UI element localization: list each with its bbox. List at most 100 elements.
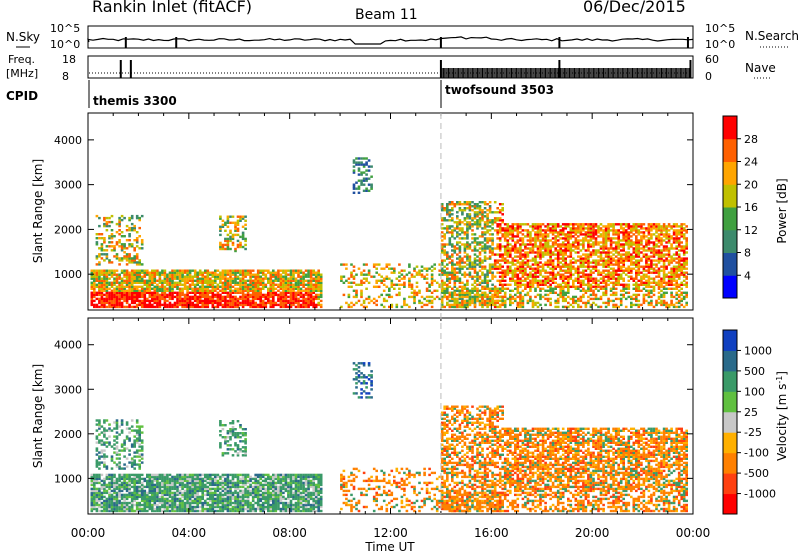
heatmap-cell bbox=[138, 286, 141, 288]
heatmap-cell bbox=[227, 270, 230, 272]
heatmap-cell bbox=[360, 171, 363, 173]
heatmap-cell bbox=[403, 282, 406, 284]
heatmap-cell bbox=[459, 280, 462, 282]
heatmap-cell bbox=[449, 237, 452, 239]
cpid-label: CPID bbox=[6, 89, 38, 103]
heatmap-cell bbox=[345, 280, 348, 282]
heatmap-cell bbox=[595, 249, 598, 251]
heatmap-cell bbox=[413, 268, 416, 270]
heatmap-cell bbox=[479, 266, 482, 268]
heatmap-cell bbox=[436, 282, 439, 284]
heatmap-cell bbox=[617, 229, 620, 231]
heatmap-cell bbox=[464, 261, 467, 263]
heatmap-cell bbox=[355, 274, 358, 276]
heatmap-cell bbox=[509, 290, 512, 292]
heatmap-cell bbox=[489, 255, 492, 257]
heatmap-cell bbox=[507, 239, 510, 241]
heatmap-cell bbox=[96, 284, 99, 286]
heatmap-cell bbox=[597, 270, 600, 272]
heatmap-cell bbox=[663, 280, 666, 282]
heatmap-cell bbox=[108, 259, 111, 261]
heatmap-cell bbox=[597, 249, 600, 251]
heatmap-cell bbox=[375, 268, 378, 270]
heatmap-cell bbox=[479, 276, 482, 278]
heatmap-cell bbox=[484, 237, 487, 239]
heatmap-cell bbox=[499, 266, 502, 268]
heatmap-cell bbox=[126, 255, 129, 257]
heatmap-cell bbox=[537, 253, 540, 255]
heatmap-cell bbox=[539, 253, 542, 255]
heatmap-cell bbox=[491, 211, 494, 213]
heatmap-cell bbox=[416, 266, 419, 268]
heatmap-cell bbox=[491, 288, 494, 290]
heatmap-cell bbox=[658, 233, 661, 235]
heatmap-cell bbox=[524, 235, 527, 237]
heatmap-cell bbox=[675, 261, 678, 263]
heatmap-cell bbox=[123, 306, 126, 308]
heatmap-cell bbox=[607, 270, 610, 272]
noise-sky-trace bbox=[88, 37, 693, 44]
heatmap-cell bbox=[118, 233, 121, 235]
heatmap-cell bbox=[620, 266, 623, 268]
heatmap-cell bbox=[590, 243, 593, 245]
heatmap-cell bbox=[655, 270, 658, 272]
heatmap-cell bbox=[459, 207, 462, 209]
heatmap-cell bbox=[136, 241, 139, 243]
heatmap-cell bbox=[133, 229, 136, 231]
heatmap-cell bbox=[179, 270, 182, 272]
heatmap-cell bbox=[486, 239, 489, 241]
heatmap-cell bbox=[126, 306, 129, 308]
heatmap-cell bbox=[575, 259, 578, 261]
freq-left-tick-top: 18 bbox=[62, 53, 76, 66]
heatmap-cell bbox=[375, 272, 378, 274]
heatmap-cell bbox=[504, 288, 507, 290]
heatmap-cell bbox=[219, 290, 222, 292]
heatmap-cell bbox=[469, 298, 472, 300]
heatmap-cell bbox=[489, 237, 492, 239]
heatmap-cell bbox=[466, 268, 469, 270]
heatmap-cell bbox=[433, 280, 436, 282]
heatmap-cell bbox=[564, 257, 567, 259]
heatmap-cell bbox=[227, 238, 230, 240]
heatmap-cell bbox=[494, 266, 497, 268]
heatmap-cell bbox=[360, 180, 363, 182]
heatmap-cell bbox=[161, 304, 164, 306]
heatmap-cell bbox=[640, 239, 643, 241]
heatmap-cell bbox=[368, 270, 371, 272]
heatmap-cell bbox=[537, 294, 540, 296]
heatmap-cell bbox=[638, 280, 641, 282]
heatmap-cell bbox=[103, 217, 106, 219]
heatmap-cell bbox=[496, 237, 499, 239]
heatmap-cell bbox=[554, 235, 557, 237]
heatmap-cell bbox=[504, 280, 507, 282]
heatmap-cell bbox=[111, 241, 114, 243]
heatmap-cell bbox=[499, 296, 502, 298]
heatmap-cell bbox=[605, 251, 608, 253]
heatmap-cell bbox=[544, 229, 547, 231]
heatmap-cell bbox=[277, 270, 280, 272]
heatmap-cell bbox=[570, 223, 573, 225]
heatmap-cell bbox=[181, 288, 184, 290]
heatmap-cell bbox=[106, 249, 109, 251]
heatmap-cell bbox=[108, 288, 111, 290]
heatmap-cell bbox=[496, 253, 499, 255]
heatmap-cell bbox=[653, 263, 656, 265]
heatmap-cell bbox=[128, 294, 131, 296]
heatmap-cell bbox=[625, 225, 628, 227]
heatmap-cell bbox=[643, 223, 646, 225]
heatmap-cell bbox=[532, 274, 535, 276]
heatmap-cell bbox=[456, 268, 459, 270]
heatmap-cell bbox=[512, 223, 515, 225]
heatmap-cell bbox=[557, 294, 560, 296]
heatmap-cell bbox=[227, 226, 230, 228]
heatmap-cell bbox=[638, 225, 641, 227]
heatmap-cell bbox=[154, 294, 157, 296]
heatmap-cell bbox=[638, 239, 641, 241]
heatmap-cell bbox=[577, 235, 580, 237]
heatmap-cell bbox=[169, 272, 172, 274]
heatmap-cell bbox=[587, 223, 590, 225]
heatmap-cell bbox=[136, 304, 139, 306]
heatmap-cell bbox=[247, 294, 250, 296]
heatmap-cell bbox=[315, 280, 318, 282]
heatmap-cell bbox=[496, 280, 499, 282]
